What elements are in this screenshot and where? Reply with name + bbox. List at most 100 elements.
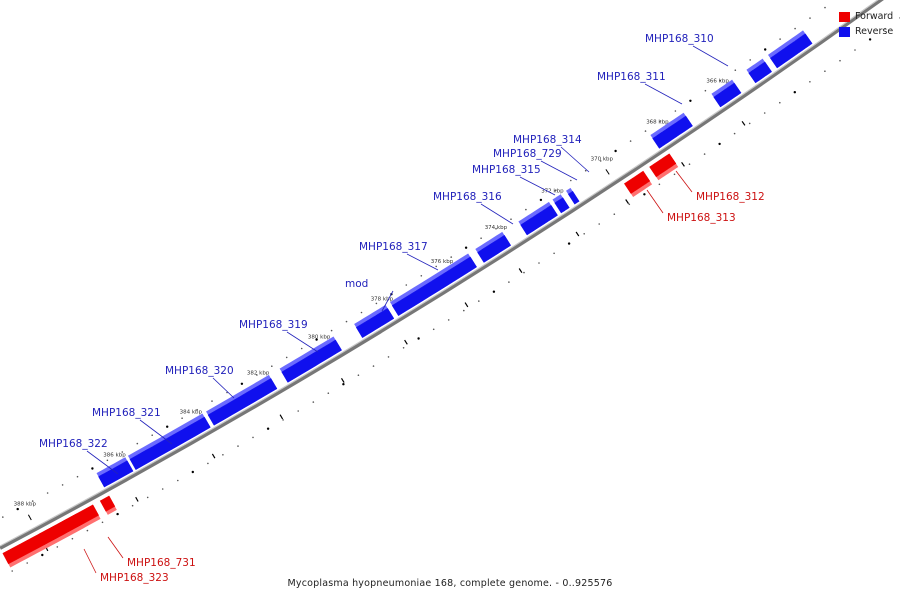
gene-mhp168-321[interactable] — [129, 416, 211, 471]
minor-tick-dot — [688, 163, 691, 165]
minor-tick-dot — [689, 99, 692, 103]
minor-tick-dot — [207, 462, 209, 465]
minor-tick-dot — [763, 112, 766, 114]
gene-reverse-segment-top-top-face — [767, 30, 806, 59]
gene-mhp168-731[interactable] — [99, 495, 116, 512]
minor-tick-dot — [613, 213, 616, 215]
minor-tick-dot — [644, 130, 647, 132]
gene-mhp168-312[interactable] — [649, 153, 677, 178]
minor-tick-dot — [387, 356, 390, 358]
gene-mhp168-323-label[interactable]: MHP168_323 — [100, 572, 169, 584]
legend-forward-label: Forward — [855, 11, 894, 22]
minor-tick-dot — [599, 160, 602, 162]
gene-mhp168-314-label[interactable]: MHP168_314 — [513, 134, 582, 146]
gene-mhp168-313[interactable] — [623, 170, 651, 194]
scale-tick-inner — [340, 377, 345, 383]
gene-mhp168-310[interactable] — [713, 82, 742, 108]
gene-mhp168-323-leader — [83, 548, 97, 574]
gene-mhp168-320[interactable] — [207, 378, 278, 426]
scale-tick-inner — [211, 453, 216, 459]
gene-mhp168-319-label[interactable]: MHP168_319 — [239, 319, 308, 331]
gene-mhp168-322[interactable] — [98, 460, 134, 488]
minor-tick-dot — [492, 290, 496, 293]
minor-tick-dot — [809, 17, 811, 19]
minor-tick-dot — [91, 467, 94, 470]
gene-mhp168-729-top-face — [552, 194, 563, 203]
minor-tick-dot — [553, 252, 555, 255]
gene-mhp168-317-label[interactable]: MHP168_317 — [359, 241, 428, 253]
minor-tick-dot — [196, 408, 198, 411]
gene-mhp168-311-label[interactable]: MHP168_311 — [597, 71, 666, 83]
gene-mhp168-311[interactable] — [652, 115, 693, 149]
scale-tick-label: 384 kbp — [180, 409, 203, 415]
minor-tick-dot — [525, 208, 527, 211]
minor-tick-dot — [31, 500, 34, 502]
gene-mhp168-315-label[interactable]: MHP168_315 — [472, 164, 541, 176]
gene-mhp168-729[interactable] — [554, 197, 570, 214]
minor-tick-dot — [567, 242, 571, 245]
gene-reverse-segment-upper[interactable] — [748, 61, 773, 84]
minor-tick-dot — [779, 101, 781, 104]
gene-reverse-segment-top[interactable] — [769, 33, 813, 69]
scale-tick-inner — [681, 161, 685, 167]
minor-tick-dot — [674, 110, 677, 112]
gene-mhp168-315[interactable] — [520, 204, 558, 236]
gene-mhp168-317-top-face — [390, 253, 471, 306]
minor-tick-dot — [177, 479, 179, 482]
minor-tick-dot — [297, 410, 300, 412]
gene-mhp168-322-label[interactable]: MHP168_322 — [39, 438, 108, 450]
gene-mhp168-731-label[interactable]: MHP168_731 — [127, 557, 196, 569]
gene-reverse-segment-upper-top-face — [746, 58, 765, 74]
gene-mhp168-313-label[interactable]: MHP168_313 — [667, 212, 736, 224]
legend-forward-swatch — [839, 11, 850, 22]
minor-tick-dot — [86, 529, 89, 532]
gene-mhp168-312-label[interactable]: MHP168_312 — [696, 191, 765, 203]
scale-tick-label: 366 kbp — [706, 79, 729, 85]
gene-mhp168-317[interactable] — [391, 256, 478, 317]
minor-tick-dot — [703, 153, 706, 155]
gene-mhp168-321-label[interactable]: MHP168_321 — [92, 407, 161, 419]
minor-tick-dot — [56, 546, 59, 548]
minor-tick-dot — [809, 81, 811, 83]
scale-tick — [27, 514, 32, 521]
gene-mhp168-315-leader — [519, 176, 556, 196]
scale-tick-label: 376 kbp — [431, 259, 454, 265]
minor-tick-dot — [734, 69, 737, 71]
scale-tick-inner — [404, 339, 408, 345]
gene-mhp168-319[interactable] — [281, 339, 343, 383]
minor-tick-dot — [748, 122, 751, 125]
gene-mhp168-314[interactable] — [567, 190, 580, 205]
gene-mhp168-316[interactable] — [477, 234, 512, 263]
minor-tick-dot — [704, 89, 707, 92]
minor-tick-dot — [435, 265, 438, 268]
minor-tick-dot — [285, 356, 288, 359]
scale-tick-inner — [279, 414, 284, 420]
minor-tick-dot — [614, 149, 617, 153]
minor-tick-dot — [136, 442, 139, 445]
gene-mhp168-320-top-face — [206, 374, 271, 415]
gene-forward-segment-lower-top-face — [44, 524, 85, 549]
gene-mhp168-319-top-face — [279, 336, 336, 373]
gene-mod[interactable] — [355, 307, 395, 339]
genome-caption: Mycoplasma hyopneumoniae 168, complete g… — [287, 578, 613, 589]
gene-forward-segment-lower[interactable] — [38, 513, 83, 546]
gene-mhp168-311-leader — [644, 83, 683, 105]
minor-tick-dot — [719, 79, 722, 82]
minor-tick-dot — [237, 445, 239, 447]
gene-mod-label[interactable]: mod — [345, 278, 368, 290]
minor-tick-dot — [733, 132, 736, 135]
minor-tick-dot — [2, 516, 4, 518]
minor-tick-dot — [76, 475, 79, 478]
minor-tick-dot — [191, 470, 194, 474]
minor-tick-dot — [252, 436, 254, 439]
minor-tick-dot — [584, 169, 587, 172]
gene-mhp168-320-label[interactable]: MHP168_320 — [165, 365, 234, 377]
gene-mhp168-310-label[interactable]: MHP168_310 — [645, 33, 714, 45]
gene-mhp168-316-leader — [480, 203, 514, 225]
scale-tick-inner — [518, 268, 523, 274]
gene-mhp168-316-label[interactable]: MHP168_316 — [433, 191, 502, 203]
genome-backbone — [0, 0, 884, 550]
minor-tick-dot — [417, 337, 420, 340]
gene-mhp168-729-label[interactable]: MHP168_729 — [493, 148, 562, 160]
minor-tick-dot — [211, 400, 213, 402]
